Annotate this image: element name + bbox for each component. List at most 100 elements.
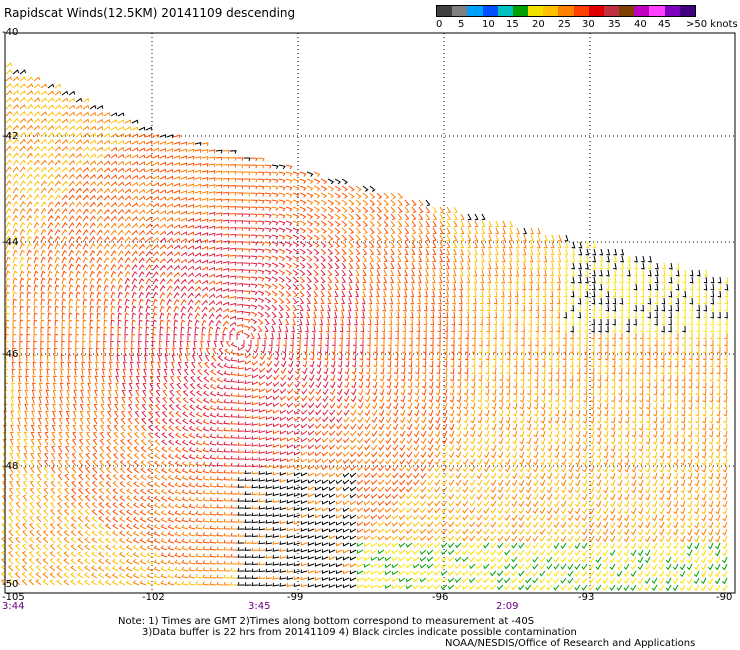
- wind-barb: [222, 149, 230, 154]
- wind-barb: [161, 403, 168, 411]
- wind-barb: [19, 221, 26, 229]
- wind-barb: [279, 451, 287, 456]
- wind-barb: [350, 416, 357, 423]
- wind-barb: [355, 234, 361, 242]
- wind-barb: [124, 133, 132, 138]
- wind-barb: [40, 333, 44, 340]
- wind-barb: [383, 192, 390, 199]
- wind-barb: [590, 402, 595, 410]
- wind-barb: [40, 347, 44, 355]
- wind-barb: [529, 283, 533, 291]
- wind-barb: [230, 462, 238, 467]
- wind-barb: [498, 402, 504, 410]
- wind-barb: [105, 502, 112, 509]
- wind-barb: [508, 290, 512, 298]
- wind-barb: [581, 500, 588, 508]
- wind-barb: [589, 451, 595, 459]
- wind-barb: [335, 472, 343, 478]
- wind-barb: [399, 479, 406, 486]
- wind-barb: [161, 446, 168, 453]
- wind-barb: [446, 248, 451, 256]
- wind-barb: [432, 206, 438, 214]
- legend-swatch: [497, 6, 513, 16]
- wind-barb: [436, 367, 441, 375]
- wind-barb: [382, 297, 387, 305]
- wind-barb: [400, 374, 406, 382]
- wind-barb: [451, 311, 456, 319]
- wind-barb: [103, 277, 109, 285]
- wind-barb: [258, 436, 266, 441]
- wind-barb: [617, 423, 623, 431]
- wind-barb: [292, 283, 299, 290]
- wind-barb: [632, 388, 637, 396]
- wind-barb: [26, 277, 32, 285]
- wind-barb: [138, 271, 145, 278]
- wind-barb: [348, 220, 355, 227]
- wind-barb: [96, 305, 102, 313]
- wind-barb: [486, 297, 491, 305]
- wind-barb: [660, 402, 665, 410]
- wind-barb: [334, 234, 341, 241]
- wind-barb: [597, 367, 602, 375]
- wind-barb: [271, 227, 279, 233]
- wind-barb: [561, 472, 567, 480]
- wind-barb: [364, 437, 371, 444]
- wind-barb: [516, 227, 520, 235]
- wind-barb: [322, 416, 329, 423]
- wind-barb: [119, 481, 126, 488]
- wind-barb: [54, 242, 61, 250]
- wind-barb: [278, 185, 286, 191]
- wind-barb: [325, 325, 330, 333]
- wind-barb: [469, 451, 476, 459]
- wind-barb: [680, 437, 686, 445]
- wind-barb: [16, 466, 21, 474]
- wind-barb: [589, 465, 595, 473]
- wind-barb: [105, 481, 112, 488]
- wind-barb: [278, 311, 284, 319]
- wind-barb: [22, 501, 28, 509]
- wind-barb: [308, 395, 315, 402]
- wind-barb: [61, 256, 67, 264]
- wind-barb: [568, 451, 574, 459]
- wind-barb: [511, 472, 518, 480]
- wind-barb: [181, 425, 189, 432]
- wind-barb: [286, 472, 294, 476]
- wind-barb: [250, 332, 255, 340]
- wind-barb: [661, 318, 665, 326]
- wind-barb: [1, 487, 7, 495]
- wind-barb: [654, 283, 659, 291]
- wind-barb: [362, 206, 369, 213]
- wind-barb: [294, 374, 301, 382]
- wind-barb: [40, 319, 45, 327]
- wind-barb: [131, 312, 136, 320]
- wind-barb: [297, 332, 302, 340]
- wind-barb: [441, 465, 448, 472]
- wind-barb: [542, 325, 546, 333]
- wind-barb: [182, 418, 189, 425]
- wind-barb: [173, 319, 179, 327]
- wind-barb: [488, 248, 492, 256]
- wind-barb: [50, 459, 56, 467]
- wind-barb: [708, 479, 714, 487]
- wind-barb: [654, 304, 659, 312]
- wind-barb: [110, 119, 118, 124]
- wind-barb: [47, 242, 54, 250]
- wind-barb: [47, 347, 51, 355]
- wind-barb: [680, 444, 686, 452]
- wind-barb: [499, 353, 504, 361]
- wind-barb: [661, 290, 666, 298]
- wind-barb: [469, 465, 476, 473]
- wind-barb: [547, 416, 553, 424]
- wind-barb: [687, 486, 693, 494]
- wind-barb: [173, 217, 181, 222]
- wind-barb: [404, 262, 409, 270]
- wind-barb: [633, 318, 637, 326]
- wind-barb: [424, 283, 429, 291]
- wind-barb: [487, 255, 492, 263]
- wind-barb: [187, 141, 195, 146]
- wind-barb: [140, 439, 147, 446]
- wind-barb: [342, 465, 350, 471]
- wind-barb: [709, 353, 714, 361]
- wind-barb: [696, 332, 700, 340]
- wind-barb: [364, 423, 371, 430]
